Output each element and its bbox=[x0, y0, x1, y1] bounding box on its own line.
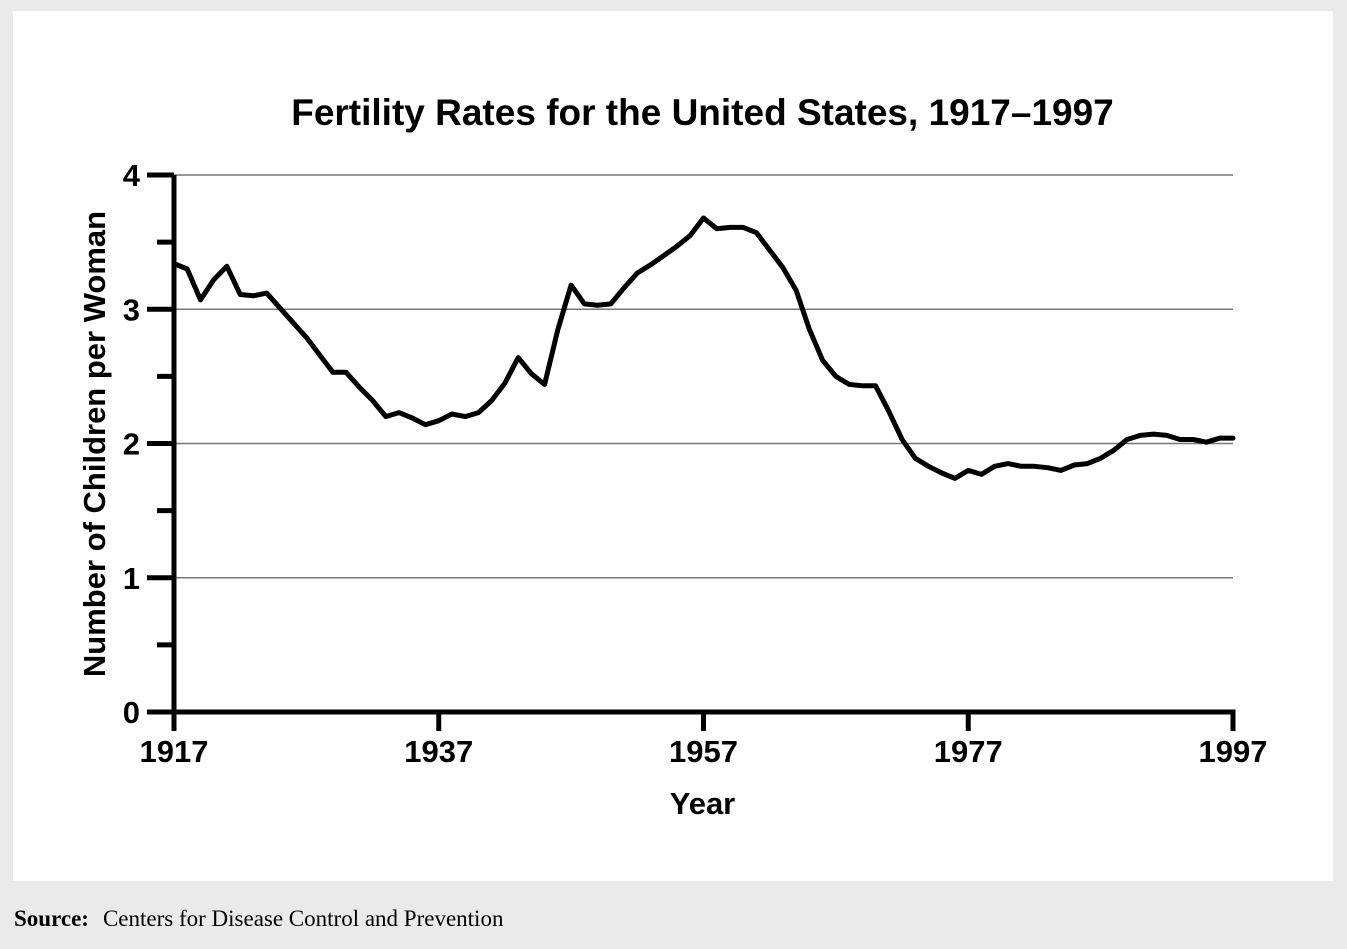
x-tick-label: 1977 bbox=[934, 734, 1003, 769]
x-tick-label: 1957 bbox=[669, 734, 738, 769]
y-tick-label: 1 bbox=[123, 561, 140, 596]
chart-title: Fertility Rates for the United States, 1… bbox=[291, 92, 1114, 133]
x-tick-label: 1917 bbox=[140, 734, 209, 769]
source-line: Source: Centers for Disease Control and P… bbox=[14, 906, 1314, 932]
y-tick-label: 2 bbox=[123, 427, 140, 462]
source-label: Source: bbox=[14, 906, 89, 931]
x-axis-title: Year bbox=[669, 786, 736, 821]
fertility-rate-line bbox=[171, 215, 1236, 481]
x-tick-label: 1997 bbox=[1199, 734, 1268, 769]
y-axis-title: Number of Children per Woman bbox=[77, 210, 112, 678]
y-tick-label: 0 bbox=[123, 695, 140, 730]
y-tick-label: 3 bbox=[123, 292, 140, 327]
chart-panel bbox=[13, 11, 1333, 881]
source-text: Centers for Disease Control and Preventi… bbox=[102, 906, 504, 931]
x-tick-label: 1937 bbox=[404, 734, 473, 769]
y-tick-label: 4 bbox=[123, 158, 141, 193]
